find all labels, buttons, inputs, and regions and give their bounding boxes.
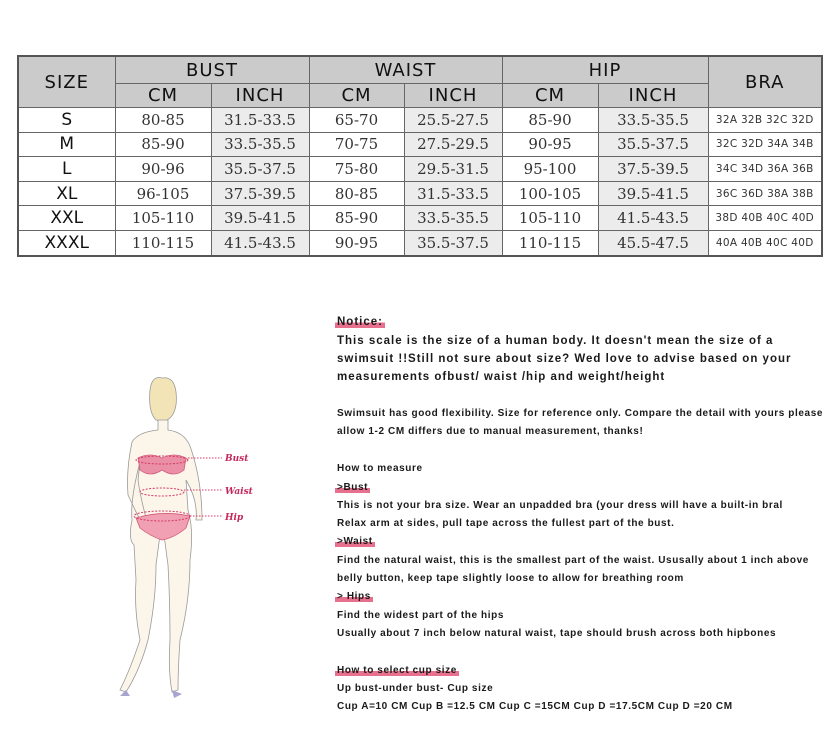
cell-hip-in: 41.5-43.5 bbox=[597, 205, 709, 231]
waist-label: Waist bbox=[225, 487, 254, 497]
header-waist-inch: INCH bbox=[403, 83, 503, 108]
header-bust-cm: CM bbox=[114, 83, 212, 108]
body-measurement-illustration: Bust Waist Hip bbox=[119, 377, 254, 698]
cell-size: L bbox=[17, 156, 116, 182]
cell-hip-in: 39.5-41.5 bbox=[597, 180, 709, 207]
waist-line: belly button, keep tape slightly loose t… bbox=[337, 573, 684, 584]
cell-hip-cm: 85-90 bbox=[501, 107, 599, 133]
size-row: XL 96-105 37.5-39.5 80-85 31.5-33.5 100-105 39… bbox=[17, 180, 823, 207]
cell-waist-cm: 85-90 bbox=[308, 205, 405, 231]
cell-waist-cm: 80-85 bbox=[308, 180, 405, 207]
cell-hip-cm: 110-115 bbox=[501, 229, 599, 257]
bust-label: Bust bbox=[224, 454, 249, 464]
cell-bust-in: 41.5-43.5 bbox=[210, 229, 310, 257]
cell-bust-in: 31.5-33.5 bbox=[210, 107, 310, 133]
notice-line: swimsuit !!Still not sure about size? We… bbox=[337, 353, 792, 365]
flex-line: allow 1-2 CM differs due to manual measu… bbox=[337, 426, 644, 437]
cell-hip-cm: 95-100 bbox=[501, 156, 599, 182]
cell-bra: 32A 32B 32C 32D bbox=[707, 107, 823, 133]
header-waist-cm: CM bbox=[308, 83, 405, 108]
cell-bra: 40A 40B 40C 40D bbox=[707, 229, 823, 257]
cell-hip-in: 45.5-47.5 bbox=[597, 229, 709, 257]
cup-line: Up bust-under bust- Cup size bbox=[337, 683, 494, 694]
cell-waist-in: 27.5-29.5 bbox=[403, 131, 503, 158]
cell-hip-cm: 105-110 bbox=[501, 205, 599, 231]
header-bust: BUST bbox=[114, 55, 310, 84]
cell-size: M bbox=[17, 131, 116, 158]
cell-size: XXL bbox=[17, 205, 116, 231]
cup-line: Cup A=10 CM Cup B =12.5 CM Cup C =15CM C… bbox=[337, 701, 733, 712]
cell-bust-in: 37.5-39.5 bbox=[210, 180, 310, 207]
bust-heading: >Bust bbox=[335, 482, 371, 493]
cell-size: XL bbox=[17, 180, 116, 207]
hip-label: Hip bbox=[224, 513, 244, 523]
how-to-measure-label: How to measure bbox=[337, 463, 423, 474]
hips-line: Find the widest part of the hips bbox=[337, 610, 504, 621]
cell-bust-in: 33.5-35.5 bbox=[210, 131, 310, 158]
cell-bra: 32C 32D 34A 34B bbox=[707, 131, 823, 158]
hips-heading: > Hips bbox=[335, 591, 373, 602]
header-bra: BRA bbox=[707, 55, 823, 108]
header-hip-inch: INCH bbox=[597, 83, 709, 108]
cell-hip-cm: 100-105 bbox=[501, 180, 599, 207]
cell-bust-cm: 105-110 bbox=[114, 205, 212, 231]
size-row: L 90-96 35.5-37.5 75-80 29.5-31.5 95-100 37.5-… bbox=[17, 156, 823, 182]
cell-waist-in: 25.5-27.5 bbox=[403, 107, 503, 133]
cell-hip-in: 33.5-35.5 bbox=[597, 107, 709, 133]
header-hip: HIP bbox=[501, 55, 709, 84]
cell-bust-cm: 96-105 bbox=[114, 180, 212, 207]
cell-hip-cm: 90-95 bbox=[501, 131, 599, 158]
cell-size: S bbox=[17, 107, 116, 133]
cell-bra: 36C 36D 38A 38B bbox=[707, 180, 823, 207]
waist-line: Find the natural waist, this is the smal… bbox=[337, 555, 809, 566]
cell-bra: 34C 34D 36A 36B bbox=[707, 156, 823, 182]
bust-line: This is not your bra size. Wear an unpad… bbox=[337, 500, 783, 511]
size-row: XXXL 110-115 41.5-43.5 90-95 35.5-37.5 110-11… bbox=[17, 229, 823, 257]
cell-bra: 38D 40B 40C 40D bbox=[707, 205, 823, 231]
cell-waist-in: 35.5-37.5 bbox=[403, 229, 503, 257]
header-bust-inch: INCH bbox=[210, 83, 310, 108]
cell-waist-cm: 65-70 bbox=[308, 107, 405, 133]
header-waist: WAIST bbox=[308, 55, 503, 84]
size-row: S 80-85 31.5-33.5 65-70 25.5-27.5 85-90 33.5-3… bbox=[17, 107, 823, 133]
size-chart-table: SIZE BUST WAIST HIP BRA CM INCH CM INCH … bbox=[17, 55, 823, 257]
flex-line: Swimsuit has good flexibility. Size for … bbox=[337, 408, 824, 419]
cell-bust-cm: 110-115 bbox=[114, 229, 212, 257]
cell-hip-in: 35.5-37.5 bbox=[597, 131, 709, 158]
hips-line: Usually about 7 inch below natural waist… bbox=[337, 628, 777, 639]
header-size: SIZE bbox=[17, 55, 116, 108]
cell-waist-in: 29.5-31.5 bbox=[403, 156, 503, 182]
cell-bust-cm: 85-90 bbox=[114, 131, 212, 158]
size-row: M 85-90 33.5-35.5 70-75 27.5-29.5 90-95 35.5-3… bbox=[17, 131, 823, 158]
cell-waist-in: 31.5-33.5 bbox=[403, 180, 503, 207]
notice-heading: Notice: bbox=[335, 316, 385, 328]
cell-bust-in: 35.5-37.5 bbox=[210, 156, 310, 182]
notice-line: measurements ofbust/ waist /hip and weig… bbox=[337, 371, 666, 383]
cell-size: XXXL bbox=[17, 229, 116, 257]
bust-line: Relax arm at sides, pull tape across the… bbox=[337, 518, 675, 529]
cell-bust-in: 39.5-41.5 bbox=[210, 205, 310, 231]
cell-hip-in: 37.5-39.5 bbox=[597, 156, 709, 182]
cell-waist-in: 33.5-35.5 bbox=[403, 205, 503, 231]
cell-bust-cm: 80-85 bbox=[114, 107, 212, 133]
notice-line: This scale is the size of a human body. … bbox=[337, 335, 774, 347]
cell-bust-cm: 90-96 bbox=[114, 156, 212, 182]
header-hip-cm: CM bbox=[501, 83, 599, 108]
cell-waist-cm: 70-75 bbox=[308, 131, 405, 158]
cell-waist-cm: 90-95 bbox=[308, 229, 405, 257]
cup-heading: How to select cup size bbox=[335, 665, 459, 676]
cell-waist-cm: 75-80 bbox=[308, 156, 405, 182]
size-row: XXL 105-110 39.5-41.5 85-90 33.5-35.5 105-110… bbox=[17, 205, 823, 231]
waist-heading: >Waist bbox=[335, 536, 375, 547]
